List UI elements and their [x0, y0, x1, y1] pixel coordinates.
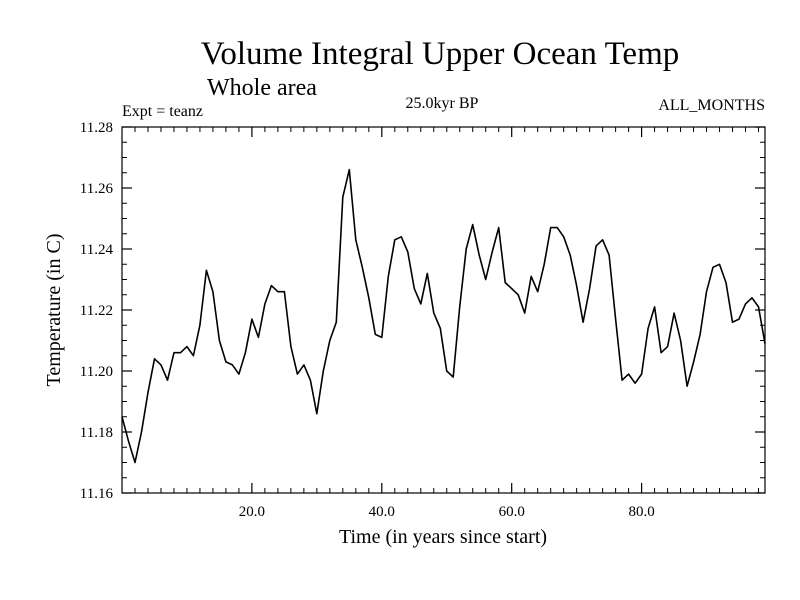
y-tick-label: 11.24 — [80, 242, 114, 258]
y-tick-label: 11.16 — [80, 486, 114, 502]
x-axis-label: Time (in years since start) — [339, 526, 547, 548]
x-tick-label: 20.0 — [239, 504, 265, 520]
y-tick-label: 11.22 — [80, 303, 113, 319]
months-label: ALL_MONTHS — [658, 97, 765, 114]
x-axis-ticks — [134, 127, 760, 493]
x-axis-tick-labels: 20.0 40.0 60.0 80.0 — [239, 504, 655, 520]
chart-subtitle: Whole area — [207, 75, 317, 101]
chart-title: Volume Integral Upper Ocean Temp — [201, 36, 679, 72]
y-axis-ticks — [122, 126, 765, 494]
y-axis-label: Temperature (in C) — [43, 234, 65, 387]
y-tick-label: 11.26 — [80, 181, 114, 197]
x-tick-label: 80.0 — [628, 504, 654, 520]
y-tick-label: 11.28 — [80, 120, 113, 136]
y-axis-tick-labels: 11.16 11.18 11.20 11.22 11.24 11.26 11.28 — [80, 120, 114, 502]
experiment-label: Expt = teanz — [122, 103, 203, 120]
y-tick-label: 11.20 — [80, 364, 113, 380]
x-tick-label: 40.0 — [369, 504, 395, 520]
plot-frame — [121, 126, 766, 494]
x-tick-label: 60.0 — [499, 504, 525, 520]
temperature-series-line — [121, 168, 766, 464]
y-tick-label: 11.18 — [80, 425, 113, 441]
period-label: 25.0kyr BP — [406, 95, 479, 112]
